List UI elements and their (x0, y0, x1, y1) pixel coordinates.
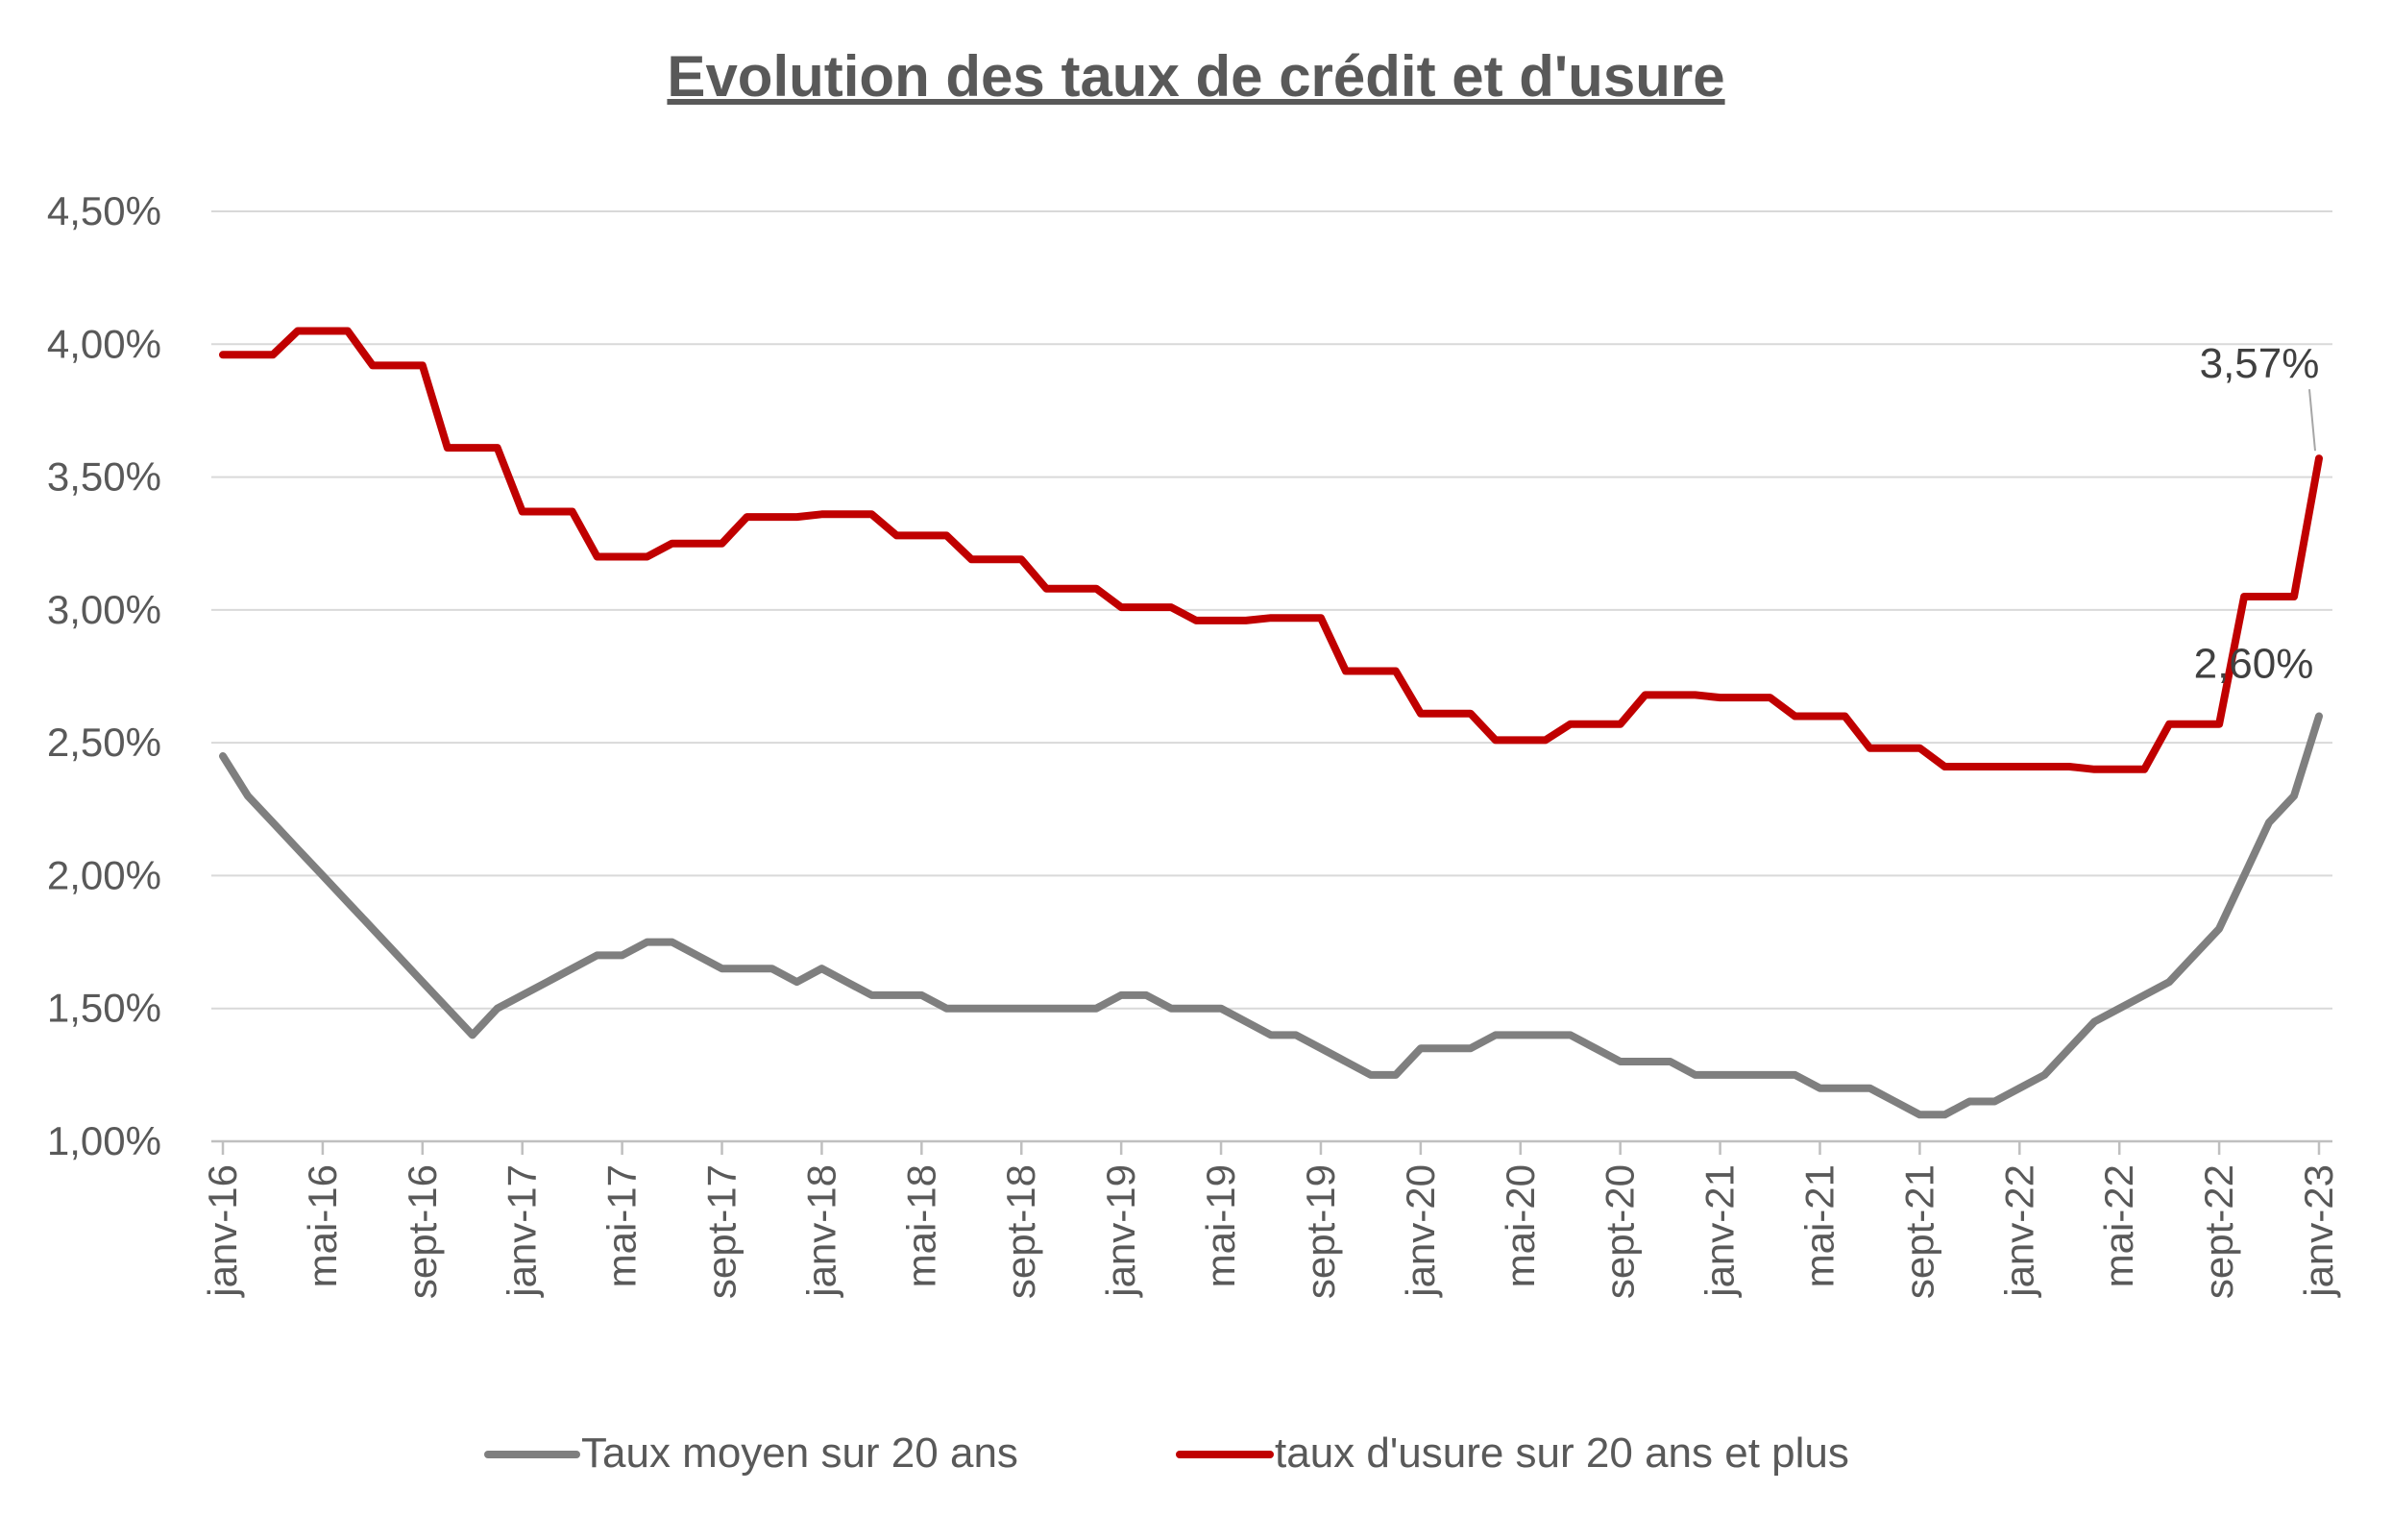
y-axis: 1,00% 1,50% 2,00% 2,50% 3,00% 3,50% 4,00% 4,50% (47, 188, 161, 1163)
x-tick-label: mai-18 (898, 1164, 943, 1287)
y-tick-label: 3,00% (47, 587, 161, 632)
x-tick-label: janv-21 (1697, 1164, 1743, 1299)
y-tick-label: 2,00% (47, 852, 161, 897)
x-tick-label: mai-21 (1796, 1164, 1842, 1287)
annotations: 2,60% 3,57% (2194, 340, 2320, 687)
x-tick-label: sept-17 (699, 1164, 744, 1299)
x-axis: janv-16 mai-16 sept-16 janv-17 mai-17 sept-17… (200, 1139, 2341, 1299)
x-tick-label: janv-17 (500, 1164, 545, 1299)
gridlines (211, 210, 2332, 1010)
x-tick-label: mai-17 (599, 1164, 645, 1287)
x-tick-label: mai-20 (1498, 1164, 1543, 1287)
x-tick-label: sept-16 (400, 1164, 445, 1299)
x-tick-label: sept-21 (1896, 1164, 1941, 1299)
y-tick-label: 2,50% (47, 720, 161, 765)
series-line-taux-usure (219, 327, 2323, 773)
legend-label: Taux moyen sur 20 ans (581, 1430, 1018, 1477)
legend-label: taux d'usure sur 20 ans et plus (1275, 1430, 1849, 1477)
x-tick-label: sept-20 (1598, 1164, 1643, 1299)
y-tick-label: 1,00% (47, 1118, 161, 1163)
chart-title: Evolution des taux de crédit et d'usure (667, 44, 1724, 109)
x-tick-label: mai-16 (300, 1164, 345, 1287)
annotation-label-moyen: 2,60% (2194, 640, 2314, 687)
x-tick-label: sept-19 (1298, 1164, 1343, 1299)
annotation-label-usure: 3,57% (2200, 340, 2320, 387)
x-tick-label: janv-23 (2296, 1164, 2341, 1299)
x-tick-label: janv-19 (1098, 1164, 1143, 1299)
series-lines (219, 327, 2323, 1119)
y-tick-label: 1,50% (47, 986, 161, 1031)
x-tick-label: mai-22 (2096, 1164, 2141, 1287)
y-tick-label: 4,50% (47, 188, 161, 233)
x-tick-label: sept-18 (998, 1164, 1043, 1299)
y-tick-label: 3,50% (47, 454, 161, 500)
y-tick-label: 4,00% (47, 321, 161, 366)
legend: Taux moyen sur 20 ans taux d'usure sur 20… (484, 1430, 1849, 1477)
x-tick-label: janv-16 (200, 1164, 245, 1299)
x-tick-label: janv-20 (1398, 1164, 1443, 1299)
x-tick-label: janv-22 (1996, 1164, 2041, 1299)
x-tick-label: sept-22 (2196, 1164, 2241, 1299)
annotation-leader-line (2308, 389, 2316, 452)
x-tick-label: janv-18 (798, 1164, 843, 1299)
series-line-taux-moyen (219, 712, 2323, 1119)
x-tick-label: mai-19 (1198, 1164, 1243, 1287)
